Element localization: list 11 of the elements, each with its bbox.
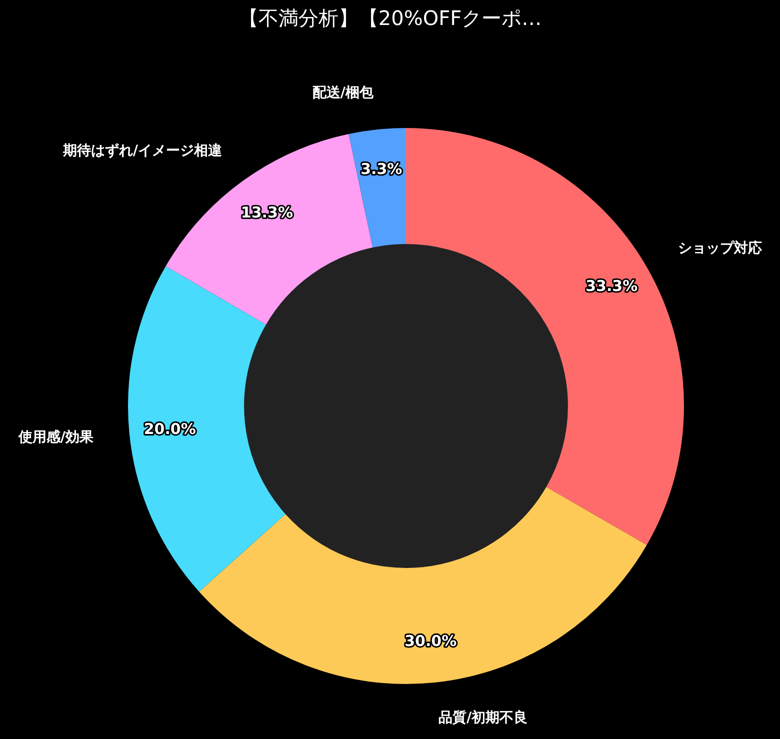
data-label: 20.0%	[144, 420, 196, 438]
chart-title: 【不満分析】【20%OFFクーポ…	[238, 6, 542, 30]
data-label: 13.3%	[240, 203, 293, 222]
slice-label: 品質/初期不良	[438, 709, 528, 726]
slice-label: 配送/梱包	[312, 85, 374, 102]
slice-label: 使用感/効果	[17, 430, 94, 446]
data-label: 3.3%	[360, 160, 402, 178]
slice-label: ショップ対応	[678, 240, 762, 257]
data-label: 33.3%	[586, 277, 638, 296]
slice-label: 期待はずれ/イメージ相違	[62, 143, 223, 160]
data-label: 30.0%	[404, 632, 457, 650]
